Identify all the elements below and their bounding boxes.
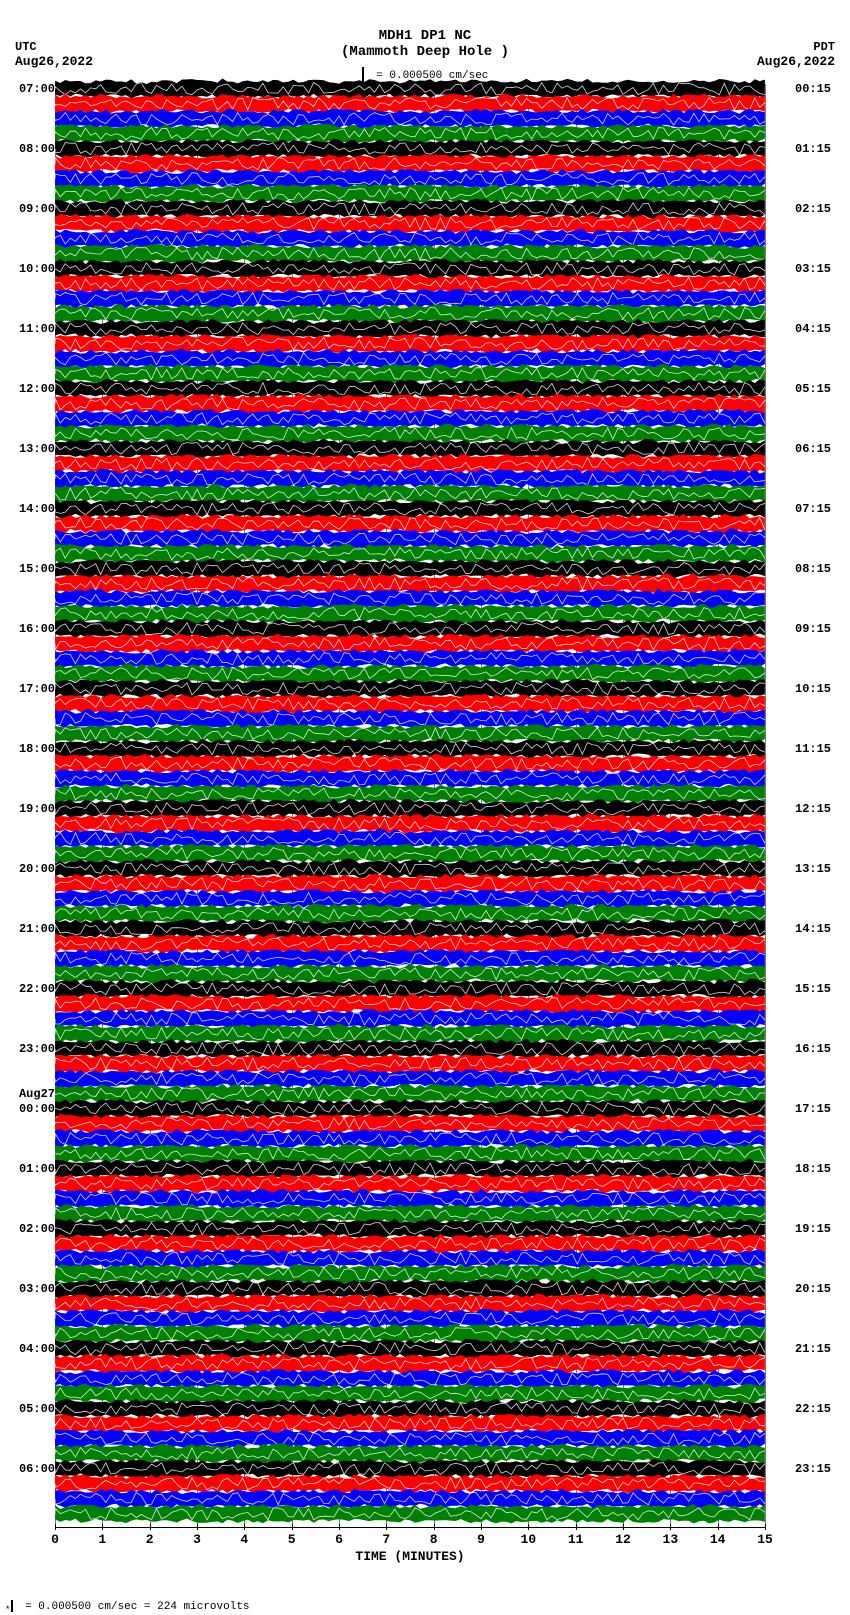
pdt-time-label: 15:15: [795, 982, 831, 996]
pdt-time-label: 06:15: [795, 442, 831, 456]
pdt-time-label: 08:15: [795, 562, 831, 576]
pdt-time-label: 02:15: [795, 202, 831, 216]
utc-time-label: 21:00: [19, 922, 55, 936]
x-tick-label: 6: [335, 1532, 343, 1547]
x-tick-label: 0: [51, 1532, 59, 1547]
utc-time-label: 03:00: [19, 1282, 55, 1296]
utc-time-label: 19:00: [19, 802, 55, 816]
pdt-time-label: 16:15: [795, 1042, 831, 1056]
utc-time-label: 14:00: [19, 502, 55, 516]
pdt-time-label: 18:15: [795, 1162, 831, 1176]
pdt-time-label: 01:15: [795, 142, 831, 156]
station-name: (Mammoth Deep Hole ): [0, 44, 850, 60]
utc-time-label: 00:00: [19, 1102, 55, 1116]
utc-time-label: 08:00: [19, 142, 55, 156]
station-code: MDH1 DP1 NC: [0, 28, 850, 44]
scale-bar-icon: [11, 1600, 13, 1612]
pdt-time-label: 20:15: [795, 1282, 831, 1296]
pdt-time-label: 04:15: [795, 322, 831, 336]
utc-time-label: 06:00: [19, 1462, 55, 1476]
utc-time-label: 02:00: [19, 1222, 55, 1236]
right-date: Aug26,2022: [757, 54, 835, 69]
x-axis: TIME (MINUTES) 0123456789101112131415: [55, 1527, 765, 1557]
utc-time-label: 10:00: [19, 262, 55, 276]
pdt-time-label: 03:15: [795, 262, 831, 276]
pdt-time-label: 23:15: [795, 1462, 831, 1476]
date-change-marker: Aug27: [19, 1087, 55, 1101]
helicorder-container: MDH1 DP1 NC (Mammoth Deep Hole ) = 0.000…: [0, 0, 850, 1613]
utc-time-label: 16:00: [19, 622, 55, 636]
utc-time-label: 18:00: [19, 742, 55, 756]
utc-time-label: 22:00: [19, 982, 55, 996]
x-tick-label: 12: [615, 1532, 631, 1547]
utc-time-label: 05:00: [19, 1402, 55, 1416]
footer-text: = 0.000500 cm/sec = 224 microvolts: [19, 1601, 250, 1613]
pdt-time-label: 11:15: [795, 742, 831, 756]
utc-time-label: 09:00: [19, 202, 55, 216]
pdt-time-label: 13:15: [795, 862, 831, 876]
utc-time-label: 13:00: [19, 442, 55, 456]
utc-time-label: 07:00: [19, 82, 55, 96]
utc-time-label: 17:00: [19, 682, 55, 696]
utc-time-label: 12:00: [19, 382, 55, 396]
pdt-time-label: 09:15: [795, 622, 831, 636]
x-tick-label: 4: [240, 1532, 248, 1547]
x-tick-label: 11: [568, 1532, 584, 1547]
left-timezone: UTC: [15, 40, 37, 54]
utc-time-label: 15:00: [19, 562, 55, 576]
x-tick-label: 1: [98, 1532, 106, 1547]
right-timezone: PDT: [813, 40, 835, 54]
pdt-time-label: 21:15: [795, 1342, 831, 1356]
pdt-time-label: 07:15: [795, 502, 831, 516]
utc-time-label: 04:00: [19, 1342, 55, 1356]
x-tick-label: 5: [288, 1532, 296, 1547]
helicorder-plot: [55, 84, 765, 1524]
x-tick-label: 13: [663, 1532, 679, 1547]
trace-row: [55, 1501, 765, 1526]
left-date: Aug26,2022: [15, 54, 93, 69]
x-tick-label: 10: [521, 1532, 537, 1547]
pdt-time-label: 22:15: [795, 1402, 831, 1416]
x-tick-label: 15: [757, 1532, 773, 1547]
x-tick-label: 14: [710, 1532, 726, 1547]
x-tick-label: 7: [382, 1532, 390, 1547]
x-axis-title: TIME (MINUTES): [55, 1549, 765, 1564]
pdt-time-label: 10:15: [795, 682, 831, 696]
pdt-time-label: 14:15: [795, 922, 831, 936]
utc-time-label: 23:00: [19, 1042, 55, 1056]
x-tick-label: 8: [430, 1532, 438, 1547]
pdt-time-label: 12:15: [795, 802, 831, 816]
utc-time-label: 11:00: [19, 322, 55, 336]
utc-time-label: 01:00: [19, 1162, 55, 1176]
right-time-labels: 00:15 01:15 02:15 03:15 04:15 05:15 06:15 07:15…: [795, 84, 840, 1524]
left-time-labels: 07:00 08:00 09:00 10:00 11:00 12:00 13:00 14:00…: [10, 84, 55, 1524]
x-tick-label: 3: [193, 1532, 201, 1547]
utc-time-label: 20:00: [19, 862, 55, 876]
pdt-time-label: 19:15: [795, 1222, 831, 1236]
pdt-time-label: 00:15: [795, 82, 831, 96]
pdt-time-label: 17:15: [795, 1102, 831, 1116]
x-tick-label: 2: [146, 1532, 154, 1547]
pdt-time-label: 05:15: [795, 382, 831, 396]
x-tick-label: 9: [477, 1532, 485, 1547]
